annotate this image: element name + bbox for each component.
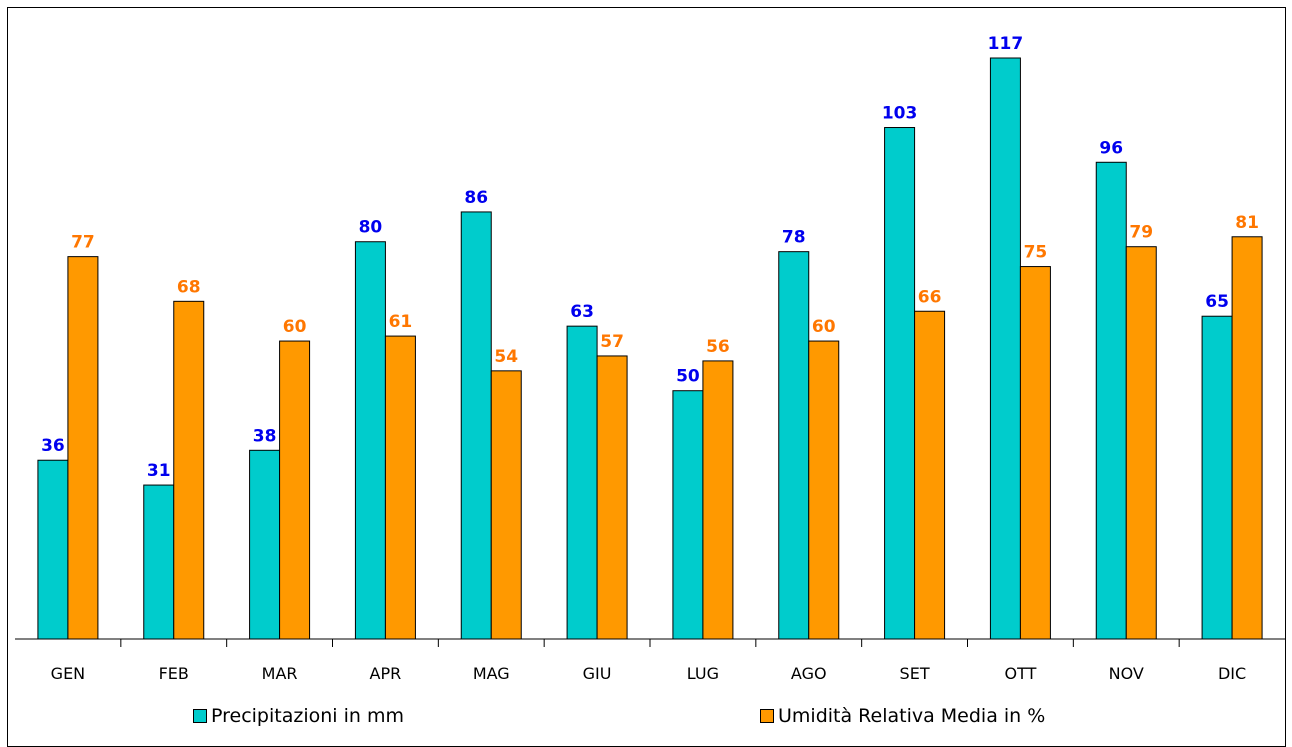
precipitation-bar xyxy=(37,459,69,640)
x-tick-label: MAR xyxy=(262,664,298,683)
bar-chart: GEN 36 77 FEB 31 68 MAR 38 60 APR 80 61 MAG 86 54 GIU 63… xyxy=(15,34,1285,683)
precipitation-bar xyxy=(566,325,598,640)
humidity-value-label: 79 xyxy=(1129,223,1153,243)
precipitation-bar xyxy=(1095,161,1127,640)
legend-swatch-humidity xyxy=(760,709,774,723)
precipitation-bar xyxy=(143,484,175,640)
x-tick-label: SET xyxy=(900,664,930,683)
x-tick-label: LUG xyxy=(687,664,719,683)
humidity-bar xyxy=(1019,266,1051,640)
x-tick-label: GIU xyxy=(583,664,612,683)
humidity-value-label: 77 xyxy=(71,233,95,253)
legend-item-precipitation: Precipitazioni in mm xyxy=(193,704,404,728)
precipitation-bar xyxy=(354,241,386,640)
precipitation-value-label: 117 xyxy=(988,34,1024,54)
x-tick-label: NOV xyxy=(1109,664,1144,683)
x-tick-label: MAG xyxy=(473,664,510,683)
precipitation-bar xyxy=(1201,315,1233,640)
humidity-value-label: 61 xyxy=(389,312,413,332)
precipitation-value-label: 96 xyxy=(1099,138,1123,158)
humidity-bar xyxy=(702,360,734,640)
humidity-value-label: 57 xyxy=(600,332,624,352)
humidity-value-label: 60 xyxy=(283,317,307,337)
x-tick-label: FEB xyxy=(159,664,189,683)
humidity-bar xyxy=(808,340,840,640)
humidity-value-label: 68 xyxy=(177,277,201,297)
x-tick-label: AGO xyxy=(791,664,827,683)
humidity-value-label: 81 xyxy=(1235,213,1259,233)
legend-label-humidity: Umidità Relativa Media in % xyxy=(778,705,1046,727)
precipitation-value-label: 31 xyxy=(147,461,171,481)
precipitation-value-label: 86 xyxy=(464,188,488,208)
humidity-bar xyxy=(173,300,205,640)
chart-frame xyxy=(7,7,1286,747)
precipitation-value-label: 65 xyxy=(1205,292,1229,312)
x-tick-label: DIC xyxy=(1218,664,1246,683)
humidity-value-label: 60 xyxy=(812,317,836,337)
humidity-value-label: 56 xyxy=(706,337,730,357)
humidity-bar xyxy=(596,355,628,640)
legend-swatch-precipitation xyxy=(193,709,207,723)
precipitation-value-label: 103 xyxy=(882,104,918,124)
humidity-bar xyxy=(67,256,99,640)
humidity-bar xyxy=(1231,236,1263,640)
legend-item-humidity: Umidità Relativa Media in % xyxy=(760,704,1045,728)
humidity-value-label: 54 xyxy=(494,347,518,367)
precipitation-value-label: 63 xyxy=(570,302,594,322)
x-tick-label: OTT xyxy=(1004,664,1036,683)
humidity-bar xyxy=(914,310,946,640)
humidity-bar xyxy=(384,335,416,640)
precipitation-bar xyxy=(778,251,810,640)
precipitation-bar xyxy=(249,449,281,640)
humidity-bar xyxy=(490,370,522,640)
humidity-bar xyxy=(1125,246,1157,640)
humidity-bar xyxy=(279,340,311,640)
precipitation-bar xyxy=(989,57,1021,640)
precipitation-bar xyxy=(460,211,492,640)
precipitation-value-label: 80 xyxy=(359,218,383,238)
precipitation-value-label: 36 xyxy=(41,436,65,456)
precipitation-bar xyxy=(884,127,916,640)
precipitation-bar xyxy=(672,390,704,640)
precipitation-value-label: 50 xyxy=(676,367,700,387)
x-tick-label: GEN xyxy=(51,664,85,683)
legend-label-precipitation: Precipitazioni in mm xyxy=(211,705,404,727)
precipitation-value-label: 38 xyxy=(253,426,277,446)
precipitation-value-label: 78 xyxy=(782,228,806,248)
humidity-value-label: 75 xyxy=(1024,243,1048,263)
humidity-value-label: 66 xyxy=(918,287,942,307)
x-tick-label: APR xyxy=(370,664,402,683)
